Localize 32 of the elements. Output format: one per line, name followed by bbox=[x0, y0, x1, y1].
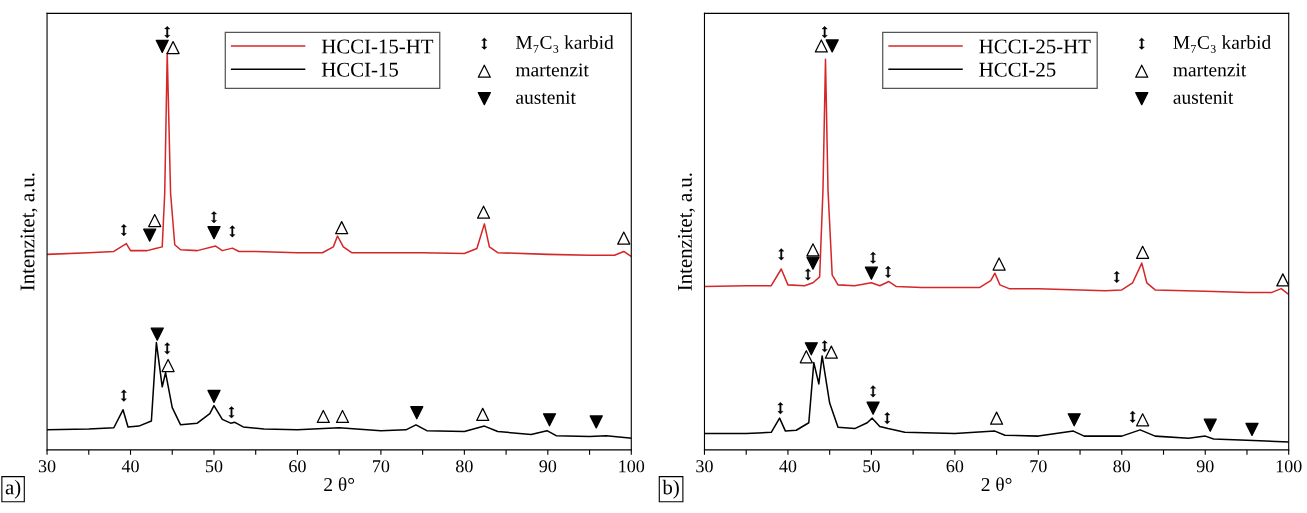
x-tick-label: 80 bbox=[1113, 460, 1131, 473]
x-tick-label: 50 bbox=[863, 460, 880, 473]
legend-label: austenit bbox=[1173, 90, 1234, 104]
x-tick-label: 70 bbox=[373, 460, 390, 473]
legend-label: M₇C₃ karbid bbox=[1173, 35, 1271, 53]
x-tick-label: 90 bbox=[539, 460, 557, 473]
y-axis-title: Intenzitet, a.u. bbox=[20, 173, 38, 291]
legend-label: HCCI-25 bbox=[979, 62, 1056, 77]
x-tick-label: 100 bbox=[619, 460, 645, 473]
x-tick-label: 80 bbox=[456, 460, 473, 473]
text: b) bbox=[662, 479, 679, 499]
x-axis-title: 2 θ° bbox=[324, 477, 355, 492]
x-tick-label: 40 bbox=[779, 460, 797, 473]
legend-label: HCCI-15-HT bbox=[321, 39, 434, 54]
legend-label: HCCI-25-HT bbox=[979, 39, 1091, 54]
x-tick-label: 100 bbox=[1276, 460, 1302, 473]
legend-label: M₇C₃ karbid bbox=[515, 35, 614, 53]
x-tick-label: 90 bbox=[1196, 460, 1214, 473]
y-axis-title: Intenzitet, a.u. bbox=[677, 173, 695, 291]
legend-label: HCCI-15 bbox=[321, 62, 398, 77]
x-axis-title: 2 θ° bbox=[981, 477, 1012, 492]
x-tick-label: 70 bbox=[1030, 460, 1047, 473]
legend-label: martenzit bbox=[515, 63, 589, 77]
legend-label: austenit bbox=[516, 90, 576, 104]
x-tick-label: 30 bbox=[38, 460, 56, 473]
x-tick-label: 50 bbox=[206, 460, 223, 473]
x-tick-label: 30 bbox=[696, 460, 713, 473]
x-tick-label: 60 bbox=[946, 460, 964, 473]
x-tick-label: 40 bbox=[121, 460, 139, 473]
text: a) bbox=[5, 479, 21, 499]
legend-label: martenzit bbox=[1173, 63, 1247, 77]
x-tick-label: 60 bbox=[289, 460, 306, 473]
